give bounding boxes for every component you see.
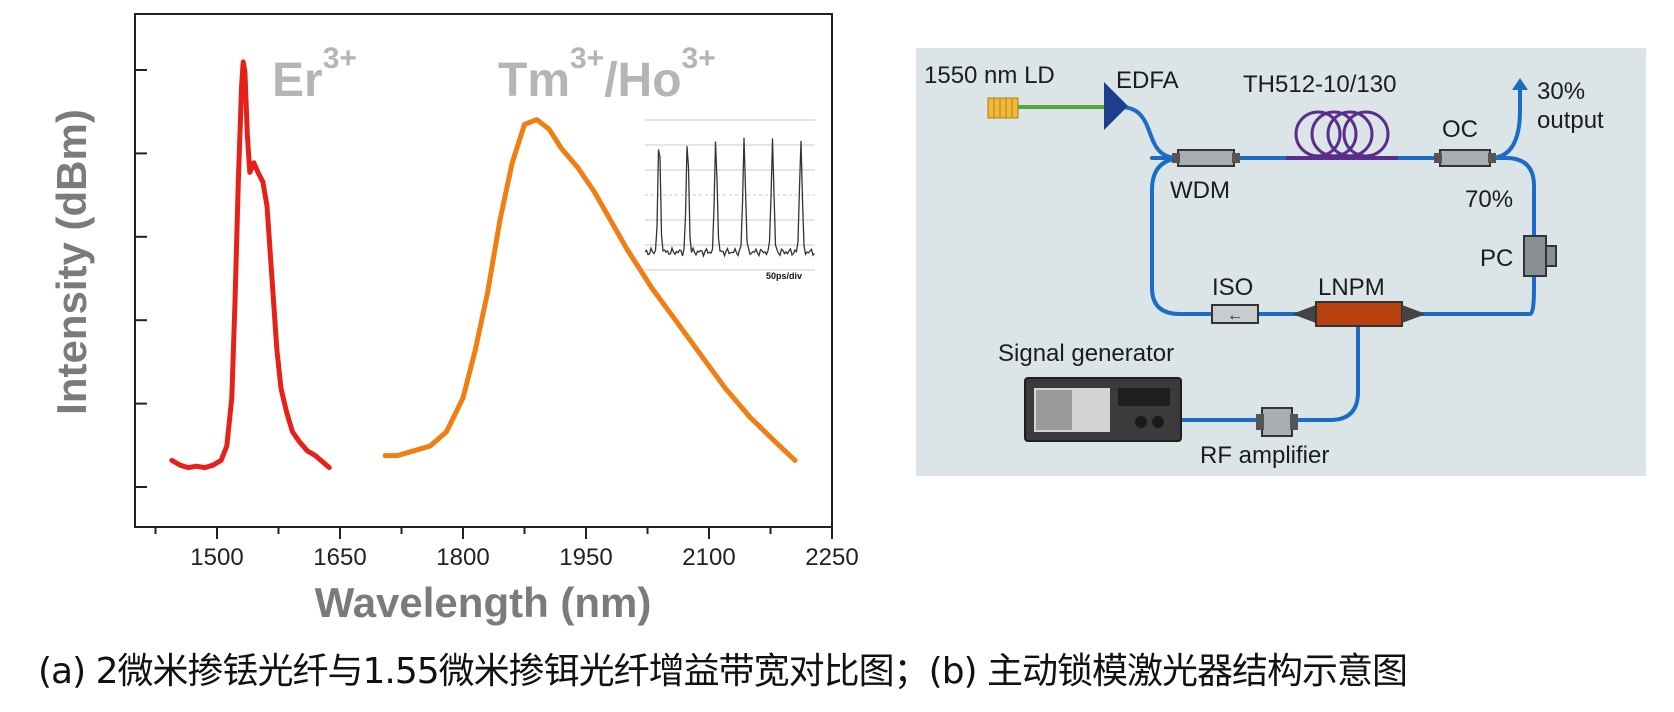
x-tick-label: 2250: [805, 544, 858, 571]
spectrum-chart: 1500 1650 1800 1950 2100 2250 Er3+ Tm3+/Ho3+ …: [48, 13, 859, 626]
oc-coupler: [1434, 149, 1496, 167]
fiber-coil-th512: [1286, 110, 1398, 160]
fiber-paths: [1016, 84, 1536, 422]
edfa-amplifier-icon: [1104, 82, 1128, 130]
label-pc: PC: [1480, 245, 1513, 272]
inset-scale-label: 50ps/div: [766, 271, 802, 281]
x-tick-label: 1650: [313, 544, 366, 571]
x-axis-ticks: [154, 527, 833, 539]
series-tmho-line: [382, 117, 798, 463]
label-rf-amplifier: RF amplifier: [1200, 442, 1329, 469]
x-axis-tick-labels: 1500 1650 1800 1950 2100 2250: [190, 544, 858, 571]
x-tick-label: 1500: [190, 544, 243, 571]
signal-generator-device: [1024, 377, 1182, 442]
label-70pct: 70%: [1465, 186, 1513, 213]
laser-diode: [987, 97, 1019, 119]
lnpm-modulator: [1292, 301, 1426, 327]
x-axis-title: Wavelength (nm): [315, 579, 652, 626]
label-output-word: output: [1537, 107, 1604, 134]
figure-caption: (a) 2微米掺铥光纤与1.55微米掺铒光纤增益带宽对比图；(b) 主动锁模激光…: [38, 651, 1408, 692]
label-ld: 1550 nm LD: [924, 62, 1055, 89]
label-oc: OC: [1442, 116, 1478, 143]
label-wdm: WDM: [1170, 177, 1230, 204]
x-tick-label: 1800: [436, 544, 489, 571]
x-tick-label: 2100: [682, 544, 735, 571]
y-axis-title: Intensity (dBm): [48, 109, 95, 415]
y-axis-ticks: [135, 69, 147, 488]
isolator-arrow-icon: ←: [1227, 307, 1243, 324]
series-er-line: [169, 59, 332, 471]
rf-amplifier-device: [1256, 407, 1298, 437]
label-th: TH512-10/130: [1243, 71, 1396, 98]
label-output-pct: 30%: [1537, 78, 1585, 105]
output-arrow-icon: [1512, 78, 1528, 90]
plot-frame: [134, 13, 833, 528]
annotation-tmho: Tm3+/Ho3+: [498, 42, 716, 107]
label-edfa: EDFA: [1116, 67, 1179, 94]
annotation-er: Er3+: [272, 42, 357, 107]
laser-structure-diagram: ← 1550 nm LD EDFA TH512-10/130 OC 30% ou…: [916, 48, 1646, 476]
wdm-component: [1172, 149, 1240, 167]
inset-pulse-train: 50ps/div: [644, 119, 815, 281]
polarization-controller: [1523, 235, 1557, 277]
isolator: ←: [1211, 304, 1259, 324]
label-iso: ISO: [1212, 274, 1253, 301]
inset-trace: [644, 137, 815, 259]
label-lnpm: LNPM: [1318, 274, 1385, 301]
label-signal-generator: Signal generator: [998, 340, 1174, 367]
x-tick-label: 1950: [559, 544, 612, 571]
